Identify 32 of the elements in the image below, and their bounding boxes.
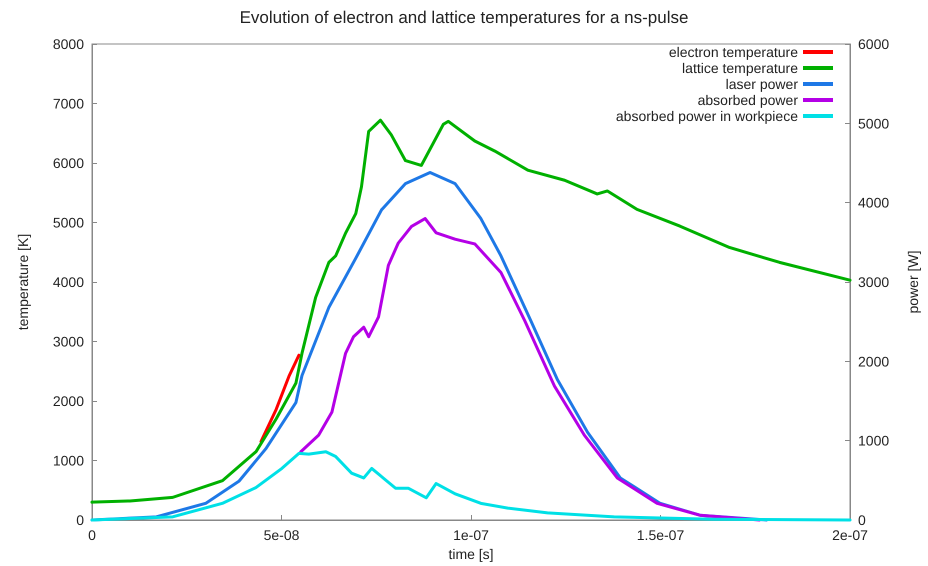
legend-label: absorbed power in workpiece xyxy=(616,108,798,124)
legend-label: electron temperature xyxy=(668,44,798,60)
legend-label: laser power xyxy=(726,76,798,92)
y-tick-label: 8000 xyxy=(52,36,84,52)
y2-axis-title: power [W] xyxy=(905,250,921,314)
y-tick-label: 4000 xyxy=(52,274,84,290)
y-tick-label: 5000 xyxy=(52,214,84,230)
y2-tick-label: 4000 xyxy=(858,194,890,211)
y-tick-label: 7000 xyxy=(52,96,84,112)
y-tick-label: 2000 xyxy=(52,393,84,409)
x-tick-label: 0 xyxy=(88,527,96,543)
line-series xyxy=(299,217,761,522)
x-tick-label: 5e-08 xyxy=(264,527,300,543)
y2-tick-label: 0 xyxy=(858,512,866,528)
y2-tick-label: 2000 xyxy=(858,353,890,370)
y2-tick-label: 3000 xyxy=(858,274,890,290)
y2-tick-label: 1000 xyxy=(858,432,890,449)
x-tick-label: 1e-07 xyxy=(453,527,490,543)
x-tick-label: 1.5e-07 xyxy=(636,527,684,543)
legend-label: lattice temperature xyxy=(682,60,798,76)
y-tick-label: 3000 xyxy=(52,334,84,350)
chart-title: Evolution of electron and lattice temperatures for a ns-pulse xyxy=(240,8,688,27)
legend-label: absorbed power xyxy=(698,92,798,108)
y2-tick-label: 6000 xyxy=(858,36,890,52)
y-tick-label: 0 xyxy=(76,512,84,528)
y-tick-label: 6000 xyxy=(52,155,84,171)
y-tick-label: 1000 xyxy=(52,452,84,468)
line-series xyxy=(260,354,300,443)
y-axis-title: temperature [K] xyxy=(15,234,31,330)
x-tick-label: 2e-07 xyxy=(832,527,868,543)
y2-tick-label: 5000 xyxy=(858,115,890,132)
x-axis-title: time [s] xyxy=(448,546,494,562)
